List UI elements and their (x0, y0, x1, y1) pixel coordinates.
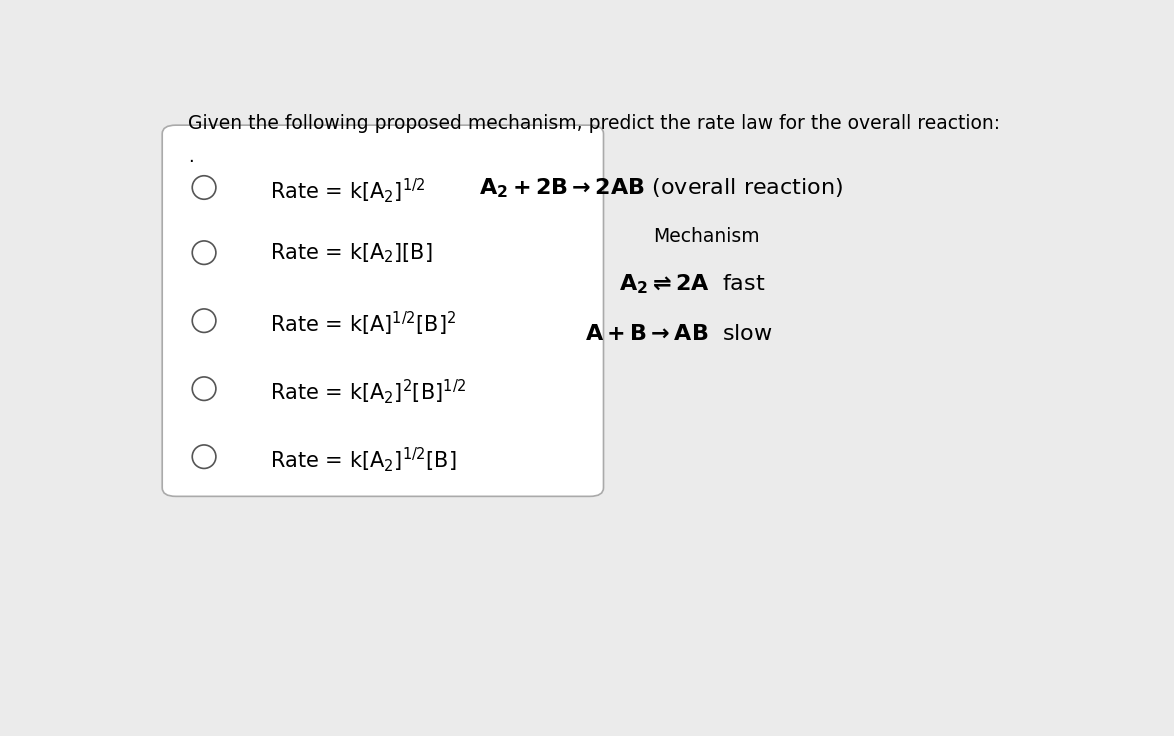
Text: $\mathbf{A + B \rightarrow AB}$  slow: $\mathbf{A + B \rightarrow AB}$ slow (585, 324, 772, 344)
Text: Rate = k$[\mathrm{A}]^{1/2}[\mathrm{B}]^2$: Rate = k$[\mathrm{A}]^{1/2}[\mathrm{B}]^… (270, 309, 456, 338)
Text: .: . (188, 148, 194, 166)
Text: Mechanism: Mechanism (653, 227, 760, 246)
Text: Rate = k$[\mathrm{A_2}]^{1/2}$: Rate = k$[\mathrm{A_2}]^{1/2}$ (270, 176, 425, 205)
Text: Rate = k$[\mathrm{A_2}][\mathrm{B}]$: Rate = k$[\mathrm{A_2}][\mathrm{B}]$ (270, 241, 432, 265)
Text: Given the following proposed mechanism, predict the rate law for the overall rea: Given the following proposed mechanism, … (188, 114, 1000, 132)
Text: $\mathbf{A_2 + 2B \rightarrow 2AB}$ (overall reaction): $\mathbf{A_2 + 2B \rightarrow 2AB}$ (ove… (479, 176, 843, 199)
Text: Rate = k$[\mathrm{A_2}]^{1/2}[\mathrm{B}]$: Rate = k$[\mathrm{A_2}]^{1/2}[\mathrm{B}… (270, 445, 456, 474)
Text: Rate = k$[\mathrm{A_2}]^2[\mathrm{B}]^{1/2}$: Rate = k$[\mathrm{A_2}]^2[\mathrm{B}]^{1… (270, 378, 466, 406)
Text: $\mathbf{A_2 \rightleftharpoons 2A}$  fast: $\mathbf{A_2 \rightleftharpoons 2A}$ fas… (620, 272, 765, 296)
FancyBboxPatch shape (162, 125, 603, 496)
